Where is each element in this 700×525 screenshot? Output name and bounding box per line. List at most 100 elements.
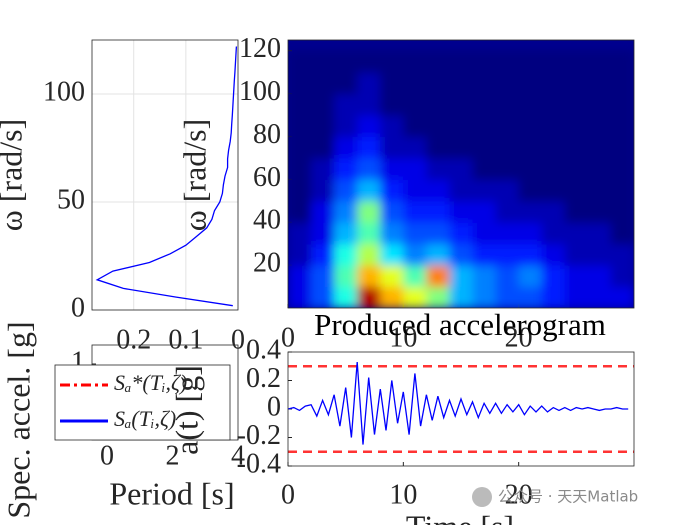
heatmap-cell <box>610 286 634 308</box>
heatmap-cell <box>541 286 566 308</box>
heatmap-cell <box>380 286 404 308</box>
heatmap-cell <box>311 115 335 137</box>
heatmap-cell <box>288 222 312 245</box>
heatmap-cell <box>357 115 381 137</box>
heatmap-cell <box>472 136 497 159</box>
x-tick-label: 10 <box>389 322 417 353</box>
plot-area <box>92 40 238 310</box>
heatmap-cell <box>564 115 589 137</box>
heatmap-cell <box>357 72 381 95</box>
heatmap-cell <box>495 50 520 73</box>
heatmap-cell <box>357 265 381 288</box>
heatmap-cell <box>564 222 589 245</box>
heatmap-cell <box>334 93 358 116</box>
heatmap-cell <box>541 243 566 266</box>
heatmap-cell <box>311 50 335 73</box>
heatmap-cell <box>288 243 312 266</box>
x-tick-label: 0 <box>281 322 295 353</box>
heatmap-cell <box>380 157 404 180</box>
heatmap-cell <box>449 222 474 245</box>
heatmap-cell <box>587 157 612 180</box>
heatmap-cell <box>449 136 474 159</box>
heatmap-cell <box>587 200 612 223</box>
x-tick-label: 2 <box>166 440 180 471</box>
heatmap-cell <box>380 222 404 245</box>
heatmap-cell <box>587 222 612 245</box>
heatmap-cell <box>518 286 543 308</box>
heatmap-cell <box>541 136 566 159</box>
heatmap-cell <box>311 265 335 288</box>
data-line <box>95 46 238 307</box>
x-tick-label: 0.1 <box>168 324 203 355</box>
heatmap-cell <box>495 265 520 288</box>
heatmap-cell <box>472 179 497 202</box>
heatmap-cell <box>541 222 566 245</box>
legend-box <box>54 364 231 441</box>
heatmap-cell <box>495 115 520 137</box>
heatmap-cell <box>610 115 634 137</box>
y-axis-label: a(t) [g] <box>168 365 204 455</box>
heatmap-cell <box>564 286 589 308</box>
heatmap-cell <box>357 136 381 159</box>
heatmap-cell <box>449 72 474 95</box>
heatmap-cell <box>449 286 474 308</box>
heatmap-cell <box>587 179 612 202</box>
heatmap-cell <box>587 72 612 95</box>
heatmap-cell <box>426 136 450 159</box>
heatmap-cell <box>311 136 335 159</box>
heatmap-cell <box>495 200 520 223</box>
heatmap-cell <box>610 136 634 159</box>
heatmap-cell <box>587 50 612 73</box>
heatmap-cell <box>541 200 566 223</box>
heatmap-cell <box>472 265 497 288</box>
heatmap-cell <box>564 200 589 223</box>
heatmap-cell <box>380 93 404 116</box>
heatmap-cell <box>311 72 335 95</box>
heatmap-cell <box>495 286 520 308</box>
heatmap-cell <box>449 200 474 223</box>
heatmap-cell <box>541 179 566 202</box>
heatmap-cell <box>518 93 543 116</box>
heatmap-cell <box>564 50 589 73</box>
heatmap-cell <box>426 179 450 202</box>
heatmap-cell <box>334 72 358 95</box>
heatmap-cell <box>288 115 312 137</box>
x-tick-label: 0 <box>281 479 295 510</box>
heatmap-cell <box>449 93 474 116</box>
x-axis-label: Period [s] <box>109 475 234 511</box>
heatmap-cell <box>311 93 335 116</box>
y-tick-label: 100 <box>43 76 85 107</box>
heatmap-cell <box>564 243 589 266</box>
x-tick-label: 0 <box>231 324 245 355</box>
heatmap-cell <box>380 200 404 223</box>
heatmap-cell <box>449 50 474 73</box>
heatmap-cell <box>357 222 381 245</box>
heatmap-cell <box>334 136 358 159</box>
heatmap-cell <box>541 115 566 137</box>
legend: Sₐ*(Tᵢ,ζ) Sₐ(Tᵢ,ζ) <box>54 364 231 441</box>
y-tick-label: 0.4 <box>246 334 281 365</box>
heatmap-cell <box>518 200 543 223</box>
y-tick-label: 40 <box>253 205 281 236</box>
heatmap-cell <box>403 50 427 73</box>
heatmap-cell <box>472 243 497 266</box>
legend-label: Sₐ(Tᵢ,ζ) <box>114 406 176 431</box>
heatmap-cell <box>518 136 543 159</box>
heatmap-cell <box>357 157 381 180</box>
heatmap-cell <box>311 157 335 180</box>
heatmap-cell <box>311 200 335 223</box>
heatmap-cell <box>518 179 543 202</box>
legend-label: Sₐ*(Tᵢ,ζ) <box>114 370 187 395</box>
axes <box>287 351 635 467</box>
heatmap-cell <box>288 72 312 95</box>
heatmap-cell <box>311 179 335 202</box>
heatmap-cell <box>449 179 474 202</box>
heatmap-cell <box>426 243 450 266</box>
x-tick-label: 20 <box>505 479 533 510</box>
heatmap-cell <box>380 179 404 202</box>
heatmap-cell <box>449 115 474 137</box>
heatmap-cell <box>426 50 450 73</box>
y-tick-label: 20 <box>253 248 281 279</box>
heatmap-cell <box>403 72 427 95</box>
